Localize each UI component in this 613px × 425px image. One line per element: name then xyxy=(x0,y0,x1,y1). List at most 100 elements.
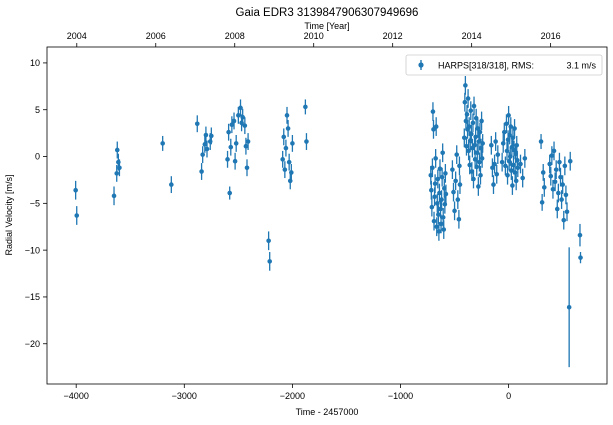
data-point xyxy=(474,150,480,156)
data-point xyxy=(207,139,213,144)
x-axis: −4000 −3000 −2000 −1000 0 xyxy=(64,384,511,401)
top-tick-label: 2008 xyxy=(225,31,245,41)
data-point xyxy=(232,158,238,164)
data-point xyxy=(520,175,525,181)
legend-box xyxy=(405,54,603,76)
data-point xyxy=(507,154,513,159)
data-point xyxy=(430,109,436,114)
data-point xyxy=(245,139,251,144)
data-point xyxy=(511,147,517,153)
data-point xyxy=(494,172,500,177)
data-point xyxy=(490,165,495,171)
data-point xyxy=(236,113,241,118)
data-point xyxy=(452,208,457,214)
data-point xyxy=(554,206,560,212)
top-tick-label: 2010 xyxy=(304,31,324,41)
data-point xyxy=(540,170,546,175)
data-point xyxy=(457,182,463,187)
data-point xyxy=(437,190,442,196)
y-tick-label: −10 xyxy=(25,245,40,255)
data-point xyxy=(561,217,567,223)
data-point xyxy=(244,165,250,171)
data-point xyxy=(231,118,237,124)
data-point xyxy=(510,183,515,188)
data-point xyxy=(475,126,481,131)
data-point xyxy=(431,218,437,224)
data-point xyxy=(435,176,441,182)
data-point xyxy=(228,144,234,150)
data-point xyxy=(564,209,570,215)
data-point xyxy=(284,113,290,118)
data-point xyxy=(433,124,439,129)
legend-value: 3.1 m/s xyxy=(566,61,596,71)
data-point xyxy=(229,122,235,127)
data-point xyxy=(436,212,441,217)
data-point xyxy=(280,157,285,162)
top-tick-label: 2014 xyxy=(462,31,482,41)
y-tick-label: 5 xyxy=(35,105,40,115)
data-point xyxy=(242,123,248,128)
top-axis: 2004 2006 2008 2010 2012 2014 2016 xyxy=(67,31,561,47)
data-point xyxy=(443,171,448,176)
data-point xyxy=(194,121,200,127)
x-tick-label: 0 xyxy=(506,391,511,401)
x-tick-label: −3000 xyxy=(172,391,197,401)
data-point xyxy=(578,255,583,260)
data-point xyxy=(233,141,239,146)
data-point xyxy=(116,159,121,165)
data-point xyxy=(471,103,477,109)
data-point xyxy=(556,190,561,196)
data-point xyxy=(508,124,514,129)
data-point xyxy=(200,152,205,157)
data-point xyxy=(428,172,434,178)
top-tick-label: 2006 xyxy=(146,31,166,41)
y-tick-label: 10 xyxy=(30,58,40,68)
data-point xyxy=(558,174,563,180)
data-point xyxy=(463,118,469,124)
data-point xyxy=(503,163,508,169)
top-tick-label: 2004 xyxy=(67,31,87,41)
data-point xyxy=(476,139,482,144)
data-point xyxy=(493,139,498,144)
error-bars xyxy=(74,76,582,368)
data-point xyxy=(286,159,292,165)
data-point xyxy=(466,124,472,129)
y-tick-label: −20 xyxy=(25,339,40,349)
data-point xyxy=(160,141,165,146)
data-point xyxy=(501,129,507,135)
data-point xyxy=(518,161,523,167)
data-point xyxy=(473,115,479,121)
data-point xyxy=(239,120,244,126)
data-point xyxy=(567,158,573,164)
data-point xyxy=(456,216,462,222)
data-point xyxy=(464,143,469,149)
data-point xyxy=(562,163,568,169)
data-point xyxy=(469,169,475,174)
data-point xyxy=(202,142,208,147)
data-point xyxy=(504,148,510,154)
data-point xyxy=(454,152,460,157)
data-point xyxy=(455,197,461,202)
data-point xyxy=(441,227,447,232)
data-point xyxy=(266,238,271,244)
data-point xyxy=(439,197,444,202)
top-tick-label: 2012 xyxy=(383,31,403,41)
data-point xyxy=(472,157,478,162)
data-point xyxy=(478,172,483,178)
data-point xyxy=(541,185,547,190)
data-point xyxy=(203,132,209,138)
data-point xyxy=(457,163,462,169)
chart-title: Gaia EDR3 3139847906307949696 xyxy=(236,7,419,19)
data-point xyxy=(495,152,501,157)
data-point xyxy=(240,114,245,120)
y-axis-label: Radial Velocity [m/s] xyxy=(4,174,14,255)
data-point xyxy=(551,148,557,154)
legend: HARPS[318/318], RMS: 3.1 m/s xyxy=(405,54,603,76)
data-point xyxy=(479,118,484,124)
data-point xyxy=(468,108,474,113)
data-point xyxy=(433,156,438,161)
data-point xyxy=(290,141,295,146)
data-point xyxy=(511,162,516,168)
data-point xyxy=(440,150,445,156)
data-point xyxy=(285,126,291,131)
